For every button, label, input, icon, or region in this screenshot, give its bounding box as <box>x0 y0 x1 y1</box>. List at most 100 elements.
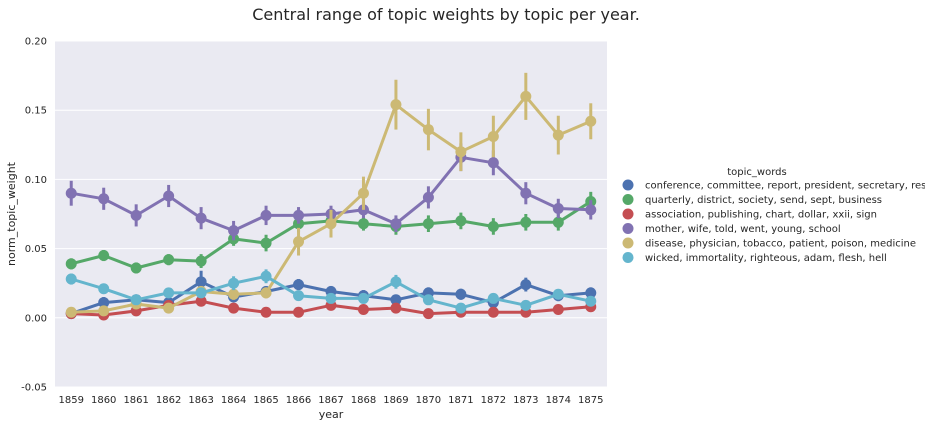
x-tick-label: 1867 <box>318 395 343 406</box>
data-point <box>195 287 207 299</box>
data-point <box>293 306 305 318</box>
data-point <box>325 292 337 304</box>
data-point <box>98 250 110 262</box>
legend-marker <box>622 208 634 220</box>
data-point <box>520 216 532 228</box>
data-point <box>552 216 564 228</box>
chart-title: Central range of topic weights by topic … <box>252 5 640 24</box>
data-point <box>585 295 597 307</box>
legend-entry: disease, physician, tobacco, patient, po… <box>645 239 916 250</box>
data-point <box>487 220 499 232</box>
data-point <box>357 218 369 230</box>
data-point <box>455 302 467 314</box>
data-point <box>455 146 467 158</box>
x-tick-label: 1872 <box>481 395 506 406</box>
data-point <box>585 115 597 127</box>
data-point <box>552 288 564 300</box>
data-point <box>357 292 369 304</box>
x-tick-label: 1873 <box>513 395 538 406</box>
data-point <box>228 302 240 314</box>
y-tick-label: 0.15 <box>25 106 47 117</box>
y-tick-labels: -0.05 0.00 0.05 0.10 0.15 0.20 <box>21 37 47 394</box>
data-point <box>487 130 499 142</box>
data-point <box>260 287 272 299</box>
x-tick-label: 1859 <box>59 395 84 406</box>
data-point <box>293 290 305 302</box>
legend-marker <box>622 194 634 205</box>
data-point <box>520 279 532 291</box>
data-point <box>130 262 142 274</box>
data-point <box>260 237 272 249</box>
data-point <box>293 209 305 221</box>
x-tick-label: 1868 <box>351 395 376 406</box>
data-point <box>260 306 272 318</box>
legend-marker <box>622 252 634 263</box>
data-point <box>293 236 305 248</box>
data-point <box>390 99 402 111</box>
data-series <box>65 72 597 321</box>
data-point <box>422 294 434 306</box>
data-point <box>552 303 564 315</box>
x-tick-label: 1874 <box>546 395 571 406</box>
data-point <box>260 209 272 221</box>
data-point <box>422 308 434 320</box>
x-tick-labels: 1859 1860 1861 1862 1863 1864 1865 1866 1867 1868… <box>59 395 604 406</box>
y-tick-label: 0.05 <box>25 244 47 255</box>
x-tick-label: 1869 <box>383 395 408 406</box>
data-point <box>163 287 175 299</box>
gridlines <box>55 40 607 388</box>
legend: topic_words conference, committee, repor… <box>622 167 925 264</box>
data-point <box>585 287 597 299</box>
data-point <box>65 273 77 285</box>
data-point <box>520 299 532 311</box>
x-tick-label: 1870 <box>416 395 441 406</box>
y-axis-label: norm_topic_weight <box>5 161 18 266</box>
data-point <box>65 306 77 318</box>
series-6 <box>65 269 597 314</box>
data-point <box>390 294 402 306</box>
data-point <box>422 124 434 136</box>
x-tick-label: 1875 <box>578 395 603 406</box>
data-point <box>585 204 597 216</box>
data-point <box>520 90 532 102</box>
data-point <box>422 218 434 230</box>
x-tick-label: 1863 <box>188 395 213 406</box>
legend-marker <box>622 223 634 234</box>
y-tick-label: 0.00 <box>25 313 47 324</box>
x-tick-label: 1862 <box>156 395 181 406</box>
legend-entry: conference, committee, report, president… <box>645 181 925 192</box>
y-tick-label: -0.05 <box>21 383 47 394</box>
data-point <box>357 303 369 315</box>
data-point <box>293 279 305 291</box>
y-tick-label: 0.10 <box>25 175 47 186</box>
data-point <box>487 157 499 169</box>
y-tick-label: 0.20 <box>25 37 47 48</box>
data-point <box>228 288 240 300</box>
x-tick-label: 1860 <box>91 395 116 406</box>
data-point <box>422 191 434 203</box>
data-point <box>98 193 110 205</box>
data-point <box>487 306 499 318</box>
data-point <box>390 302 402 314</box>
data-point <box>552 202 564 214</box>
data-point <box>195 295 207 307</box>
data-point <box>65 187 77 199</box>
legend-entry: association, publishing, chart, dollar, … <box>645 210 877 221</box>
data-point <box>163 302 175 314</box>
legend-entry: quarterly, district, society, send, sept… <box>645 195 882 206</box>
x-tick-label: 1871 <box>448 395 473 406</box>
data-point <box>163 190 175 202</box>
data-point <box>130 294 142 306</box>
x-axis-label: year <box>319 408 344 421</box>
data-point <box>357 187 369 199</box>
data-point <box>228 277 240 289</box>
x-tick-label: 1861 <box>123 395 148 406</box>
data-point <box>552 129 564 141</box>
data-point <box>65 258 77 270</box>
legend-entry: wicked, immortality, righteous, adam, fl… <box>645 253 887 264</box>
data-point <box>163 254 175 266</box>
legend-marker <box>622 237 634 249</box>
data-point <box>195 255 207 267</box>
data-point <box>455 288 467 300</box>
